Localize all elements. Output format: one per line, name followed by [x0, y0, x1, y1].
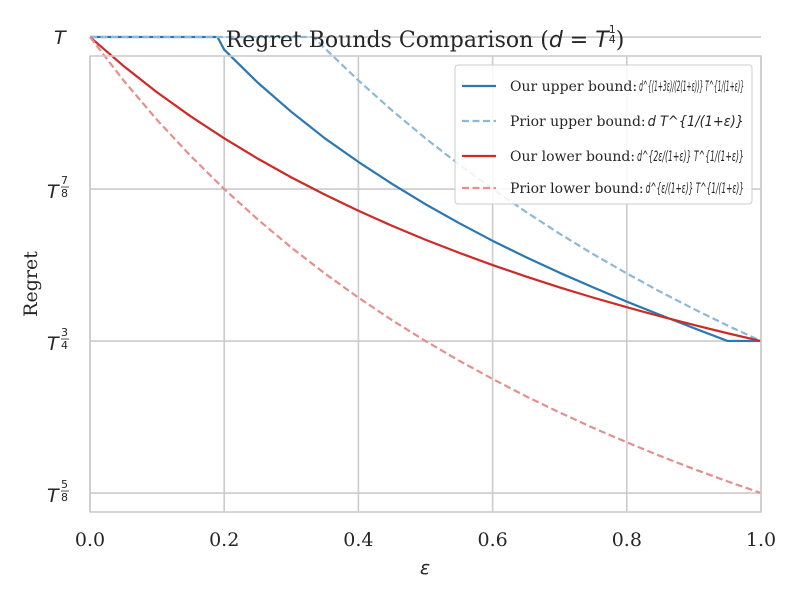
y-tick-base: T — [47, 333, 60, 355]
legend: Our upper bound: d^{(1+3ε)/(2(1+ε))} T^{… — [454, 64, 753, 205]
legend-entry: Our lower bound: d^{2ε/(1+ε)} T^{1/(1+ε)… — [462, 149, 744, 165]
series-lines — [89, 35, 762, 495]
y-tick-exp-num: 7 — [61, 174, 68, 187]
y-tick-base: T — [54, 27, 67, 49]
x-tick-label: 1.0 — [746, 529, 776, 551]
y-tick-exp-den: 8 — [61, 187, 68, 200]
legend-label: Prior lower bound: — [510, 181, 644, 197]
title-suffix: ) — [616, 28, 625, 53]
y-tick-exp-num: 3 — [61, 326, 68, 339]
legend-label: Prior upper bound: — [510, 114, 646, 130]
chart-title: Regret Bounds Comparison (d = T1 4) — [226, 23, 625, 53]
legend-entry: Prior upper bound: d T^{1/(1+ε)} — [462, 114, 744, 130]
title-prefix: Regret Bounds Comparison ( — [226, 28, 549, 53]
legend-entry: Prior lower bound: d^{ε/(1+ε)} T^{1/(1+ε… — [462, 181, 744, 197]
y-tick-label: T — [54, 27, 67, 49]
y-tick-base: T — [47, 485, 60, 507]
x-tick-label: 0.8 — [612, 529, 642, 551]
y-axis-label: Regret — [20, 251, 42, 317]
legend-entries: Our upper bound: d^{(1+3ε)/(2(1+ε))} T^{… — [462, 79, 744, 197]
series-line-our-lower-bound — [89, 36, 762, 343]
title-exp-num: 1 — [609, 23, 616, 36]
plot-frame — [89, 55, 762, 513]
y-tick-exp-den: 8 — [61, 491, 68, 504]
x-axis-ticks: 0.0 0.2 0.4 0.6 0.8 1.0 — [75, 529, 776, 551]
y-tick-label: T34 — [47, 326, 69, 355]
x-tick-label: 0.6 — [477, 529, 507, 551]
legend-formula: d T^{1/(1+ε)} — [648, 114, 744, 130]
series-line-prior-lower-bound — [89, 36, 762, 495]
title-eq: = — [563, 28, 595, 53]
y-tick-exp-num: 5 — [61, 478, 68, 491]
x-tick-label: 0.4 — [343, 529, 373, 551]
series-line-prior-upper-bound — [90, 35, 762, 343]
legend-label: Our lower bound: — [510, 149, 635, 165]
legend-formula: d^{(1+3ε)/(2(1+ε))} T^{1/(1+ε)} — [639, 79, 744, 95]
title-var: d — [549, 28, 564, 53]
x-tick-label: 0.2 — [209, 529, 239, 551]
y-tick-label: T58 — [47, 478, 69, 507]
legend-formula: d^{ε/(1+ε)} T^{1/(1+ε)} — [646, 181, 744, 197]
x-axis-label: ε — [420, 557, 430, 579]
legend-box — [454, 64, 753, 205]
series-line-our-upper-bound — [90, 35, 762, 343]
legend-formula: d^{2ε/(1+ε)} T^{1/(1+ε)} — [637, 149, 744, 165]
x-tick-label: 0.0 — [75, 529, 105, 551]
y-tick-exp-den: 4 — [61, 339, 68, 352]
title-base: T — [595, 28, 610, 53]
y-tick-label: T78 — [47, 174, 69, 203]
legend-label: Our upper bound: — [510, 79, 637, 95]
y-tick-base: T — [47, 181, 60, 203]
title-exp-den: 4 — [609, 33, 616, 46]
legend-entry: Our upper bound: d^{(1+3ε)/(2(1+ε))} T^{… — [462, 79, 744, 95]
